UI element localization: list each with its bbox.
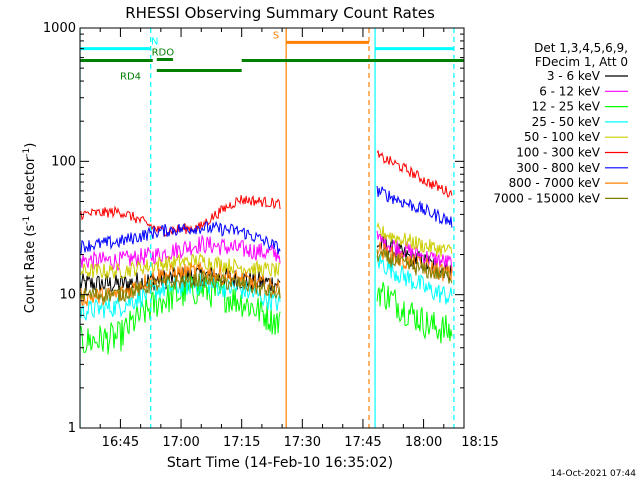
series-line-3-seg2 bbox=[376, 254, 453, 305]
axes: 1 10 100 1000 16:45 17:00 17:15 17:30 17:45 18:00… bbox=[43, 21, 499, 450]
series-line-0-seg1 bbox=[80, 264, 281, 296]
x-tick-label-0: 16:45 bbox=[102, 435, 139, 450]
series-line-4-seg2 bbox=[376, 221, 453, 257]
legend-label-1: 6 - 12 keV bbox=[539, 84, 601, 98]
state-label-rdo: RDO bbox=[152, 48, 175, 59]
legend-label-3: 25 - 50 keV bbox=[532, 115, 601, 129]
timestamp: 14-Oct-2021 07:44 bbox=[551, 469, 637, 479]
legend-label-6: 300 - 800 keV bbox=[516, 161, 600, 175]
series-line-5-seg2 bbox=[376, 149, 453, 198]
x-tick-label-2: 17:15 bbox=[223, 435, 260, 450]
x-tick-label-6: 18:15 bbox=[461, 435, 498, 450]
x-tick-label-5: 18:00 bbox=[405, 435, 442, 450]
legend-label-5: 100 - 300 keV bbox=[516, 146, 600, 160]
legend-label-7: 800 - 7000 keV bbox=[509, 176, 601, 190]
state-label-n: N bbox=[151, 37, 158, 48]
x-tick-label-3: 17:30 bbox=[284, 435, 321, 450]
state-label-rd4: RD4 bbox=[120, 72, 141, 83]
chart-title: RHESSI Observing Summary Count Rates bbox=[125, 4, 435, 22]
legend-label-0: 3 - 6 keV bbox=[547, 69, 601, 83]
plot-frame bbox=[79, 27, 465, 429]
legend: Det 1,3,4,5,6,9, FDecim 1, Att 0 3 - 6 k… bbox=[493, 41, 628, 205]
legend-header-2: FDecim 1, Att 0 bbox=[535, 55, 628, 69]
y-tick-label-1: 10 bbox=[59, 288, 76, 303]
state-label-s: S bbox=[273, 30, 279, 41]
x-tick-label-4: 17:45 bbox=[344, 435, 381, 450]
y-label-sup2: -1 bbox=[22, 148, 32, 157]
legend-label-8: 7000 - 15000 keV bbox=[493, 191, 600, 205]
y-label-main: Count Rate (s bbox=[23, 225, 38, 314]
series-line-8-seg2 bbox=[376, 248, 453, 284]
y-axis-label: Count Rate (s-1 detector-1) bbox=[22, 143, 38, 314]
series-line-6-seg1 bbox=[80, 220, 281, 255]
x-axis-label: Start Time (14-Feb-10 16:35:02) bbox=[167, 455, 393, 471]
series-line-2-seg1 bbox=[80, 276, 281, 355]
y-label-sup1: -1 bbox=[22, 216, 32, 225]
y-label-mid: detector bbox=[23, 156, 38, 216]
series-line-6-seg2 bbox=[376, 185, 453, 228]
y-tick-label-0: 1 bbox=[68, 421, 76, 436]
x-tick-label-1: 17:00 bbox=[162, 435, 199, 450]
legend-header-1: Det 1,3,4,5,6,9, bbox=[534, 41, 628, 55]
legend-label-4: 50 - 100 keV bbox=[524, 130, 601, 144]
y-tick-label-3: 1000 bbox=[43, 21, 76, 36]
series-line-5-seg1 bbox=[80, 195, 281, 237]
series-line-1-seg1 bbox=[80, 234, 281, 272]
plot-area: N S RDO RD4 bbox=[80, 28, 464, 428]
legend-label-2: 12 - 25 keV bbox=[532, 100, 601, 114]
series-line-2-seg2 bbox=[376, 281, 453, 344]
y-tick-label-2: 100 bbox=[51, 154, 76, 169]
y-label-end: ) bbox=[23, 143, 38, 148]
series-line-8-seg1 bbox=[80, 271, 281, 303]
